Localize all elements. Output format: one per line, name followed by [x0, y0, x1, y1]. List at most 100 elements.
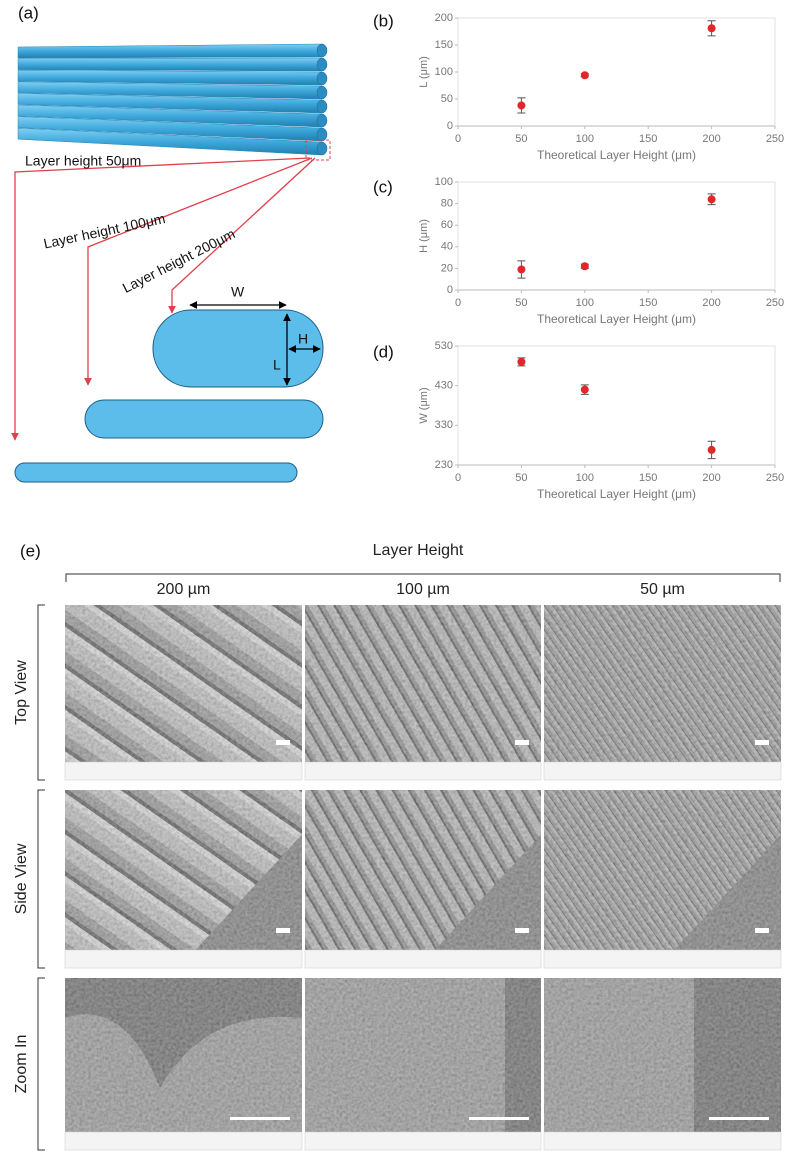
- filament-bundle: [18, 44, 327, 155]
- y-tick-label: 100: [435, 66, 453, 78]
- column-header: 100 µm: [396, 581, 450, 598]
- figure: (a) Layer height 50μm Layer height 100μm…: [0, 0, 791, 1153]
- sem-texture: [544, 790, 781, 968]
- point: [708, 195, 716, 203]
- arrow-label: Layer height 100μm: [42, 210, 167, 251]
- x-tick-label: 100: [576, 133, 594, 145]
- scale-bar: [276, 928, 290, 933]
- y-tick-label: 230: [435, 459, 453, 471]
- x-tick-label: 200: [702, 133, 720, 145]
- info-strip: [544, 950, 781, 968]
- scale-bar: [469, 1117, 529, 1120]
- info-strip: [305, 1132, 541, 1150]
- x-tick-label: 200: [702, 472, 720, 484]
- scale-bar: [755, 740, 769, 745]
- panel-label: (b): [373, 11, 394, 30]
- filament-end: [317, 72, 327, 85]
- point: [708, 446, 716, 454]
- sem-texture: [65, 790, 302, 968]
- sem-texture: [65, 978, 302, 1150]
- y-axis-label: L (μm): [418, 56, 430, 88]
- dimension-label: H: [298, 331, 308, 347]
- y-tick-label: 100: [435, 176, 453, 188]
- y-tick-label: 40: [441, 241, 453, 253]
- scale-bar: [276, 740, 290, 745]
- y-tick-label: 430: [435, 380, 453, 392]
- y-tick-label: 0: [447, 120, 453, 132]
- filament-end: [317, 58, 327, 71]
- panel-label: (e): [20, 541, 41, 560]
- info-strip: [305, 950, 541, 968]
- x-tick-label: 200: [702, 297, 720, 309]
- info-strip: [305, 762, 541, 780]
- y-tick-label: 20: [441, 262, 453, 274]
- x-tick-label: 0: [455, 133, 461, 145]
- scale-bar: [515, 740, 529, 745]
- filament-end: [317, 114, 327, 127]
- filament-end: [317, 142, 327, 155]
- info-strip: [65, 950, 302, 968]
- filament: [18, 58, 322, 71]
- point: [581, 71, 589, 79]
- panel-label: (d): [373, 342, 394, 361]
- row-header: Top View: [13, 660, 30, 725]
- column-header: 50 µm: [640, 581, 685, 598]
- arrow-label: Layer height 50μm: [25, 153, 141, 169]
- filament-end: [317, 128, 327, 141]
- scale-bar: [709, 1117, 769, 1120]
- sem-texture: [305, 790, 541, 968]
- panel-label: (a): [18, 3, 39, 22]
- point: [581, 386, 589, 394]
- info-strip: [65, 762, 302, 780]
- y-tick-label: 80: [441, 198, 453, 210]
- x-tick-label: 250: [766, 472, 784, 484]
- y-tick-label: 0: [447, 284, 453, 296]
- x-tick-label: 150: [639, 472, 657, 484]
- x-axis-label: Theoretical Layer Height (μm): [537, 312, 696, 326]
- x-tick-label: 100: [576, 297, 594, 309]
- x-tick-label: 0: [455, 297, 461, 309]
- grid-title: Layer Height: [373, 542, 464, 559]
- scale-bar: [230, 1117, 290, 1120]
- y-tick-label: 330: [435, 419, 453, 431]
- x-tick-label: 50: [515, 297, 527, 309]
- sem-texture: [544, 605, 781, 780]
- filament: [18, 44, 322, 58]
- dimension-label: W: [231, 284, 245, 300]
- row-brackets: [38, 605, 45, 1150]
- x-axis-label: Theoretical Layer Height (μm): [537, 148, 696, 162]
- y-tick-label: 60: [441, 219, 453, 231]
- cross-sections: [15, 310, 323, 482]
- plot-frame: [458, 346, 775, 465]
- x-tick-label: 50: [515, 133, 527, 145]
- x-tick-label: 250: [766, 297, 784, 309]
- x-tick-label: 50: [515, 472, 527, 484]
- sem-texture: [65, 605, 302, 780]
- plot-frame: [458, 182, 775, 290]
- sem-texture: [544, 978, 781, 1150]
- point: [581, 262, 589, 270]
- x-axis-label: Theoretical Layer Height (μm): [537, 487, 696, 501]
- x-tick-label: 150: [639, 133, 657, 145]
- filament-end: [317, 100, 327, 113]
- y-axis-label: W (μm): [418, 387, 430, 423]
- arrow-label: Layer height 200μm: [120, 225, 238, 296]
- y-tick-label: 200: [435, 12, 453, 24]
- info-strip: [544, 762, 781, 780]
- info-strip: [65, 1132, 302, 1150]
- arrows: [15, 158, 315, 440]
- sem-texture: [305, 605, 541, 780]
- sem-texture: [305, 978, 541, 1150]
- dimension-label: L: [273, 357, 281, 373]
- y-tick-label: 530: [435, 340, 453, 352]
- plot-frame: [458, 18, 775, 126]
- filament-end: [317, 86, 327, 99]
- y-axis-label: H (μm): [418, 219, 430, 253]
- scale-bar: [755, 928, 769, 933]
- info-strip: [544, 1132, 781, 1150]
- row-header: Zoom In: [13, 1035, 30, 1094]
- point: [517, 101, 525, 109]
- y-tick-label: 150: [435, 39, 453, 51]
- column-header: 200 µm: [157, 581, 211, 598]
